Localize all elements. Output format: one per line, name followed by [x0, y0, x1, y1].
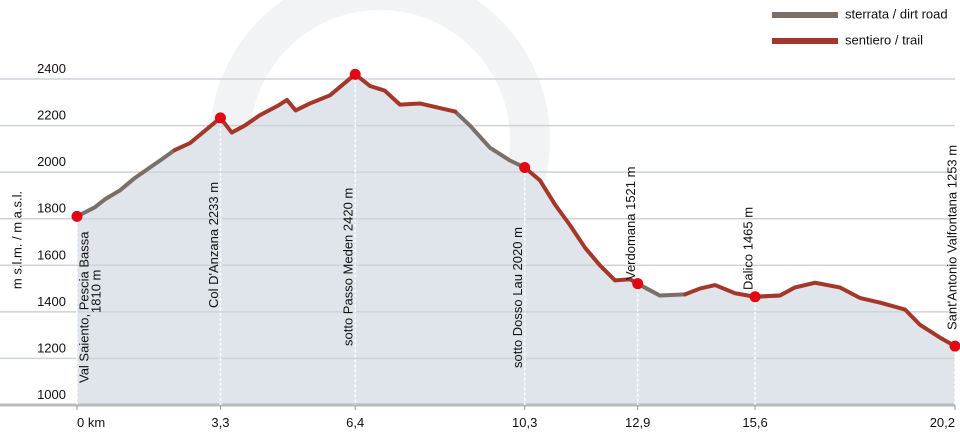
- waypoint-marker: [71, 210, 83, 222]
- waypoint-marker: [749, 291, 761, 303]
- waypoint-label: Verdomana 1521 m: [623, 167, 638, 280]
- y-tick-label: 2200: [37, 108, 66, 123]
- profile-line: [75, 109, 782, 299]
- profile-area: [77, 74, 955, 405]
- legend-label: sentiero / trail: [845, 32, 923, 47]
- waypoint-marker: [214, 112, 226, 124]
- y-tick-label: 1600: [37, 247, 66, 262]
- waypoint-marker: [349, 68, 361, 80]
- x-tick-label: 20,2: [930, 415, 955, 430]
- waypoint-sublabel: 1810 m: [88, 270, 103, 313]
- y-tick-label: 1000: [37, 387, 66, 402]
- profile-line: [172, 72, 957, 349]
- waypoint-marker: [632, 278, 644, 290]
- y-axis-title: m s.l.m. / m a.s.l.: [9, 191, 24, 289]
- y-tick-label: 1800: [37, 201, 66, 216]
- waypoint-label: Val Saiento, Pescia Bassa: [76, 231, 91, 383]
- y-tick-label: 1200: [37, 340, 66, 355]
- y-tick-label: 1400: [37, 294, 66, 309]
- waypoint-label: Dalico 1465 m: [740, 207, 755, 290]
- waypoint-label: Col D'Anzana 2233 m: [206, 182, 221, 308]
- y-tick-label: 2400: [37, 61, 66, 76]
- x-tick-label: 0 km: [77, 415, 105, 430]
- x-tick-label: 3,3: [211, 415, 229, 430]
- y-tick-label: 2000: [37, 154, 66, 169]
- waypoint-label: Sant'Antonio Valfontana 1253 m: [944, 145, 959, 330]
- x-tick-label: 6,4: [346, 415, 364, 430]
- x-tick-label: 10,3: [512, 415, 537, 430]
- waypoint-label: sotto Passo Meden 2420 m: [341, 188, 356, 346]
- x-tick-label: 12,9: [625, 415, 650, 430]
- waypoint-marker: [519, 161, 531, 173]
- x-tick-label: 15,6: [742, 415, 767, 430]
- legend-label: sterrata / dirt road: [845, 6, 948, 21]
- waypoint-marker: [949, 340, 960, 352]
- waypoint-label: sotto Dosso Lau 2020 m: [510, 227, 525, 368]
